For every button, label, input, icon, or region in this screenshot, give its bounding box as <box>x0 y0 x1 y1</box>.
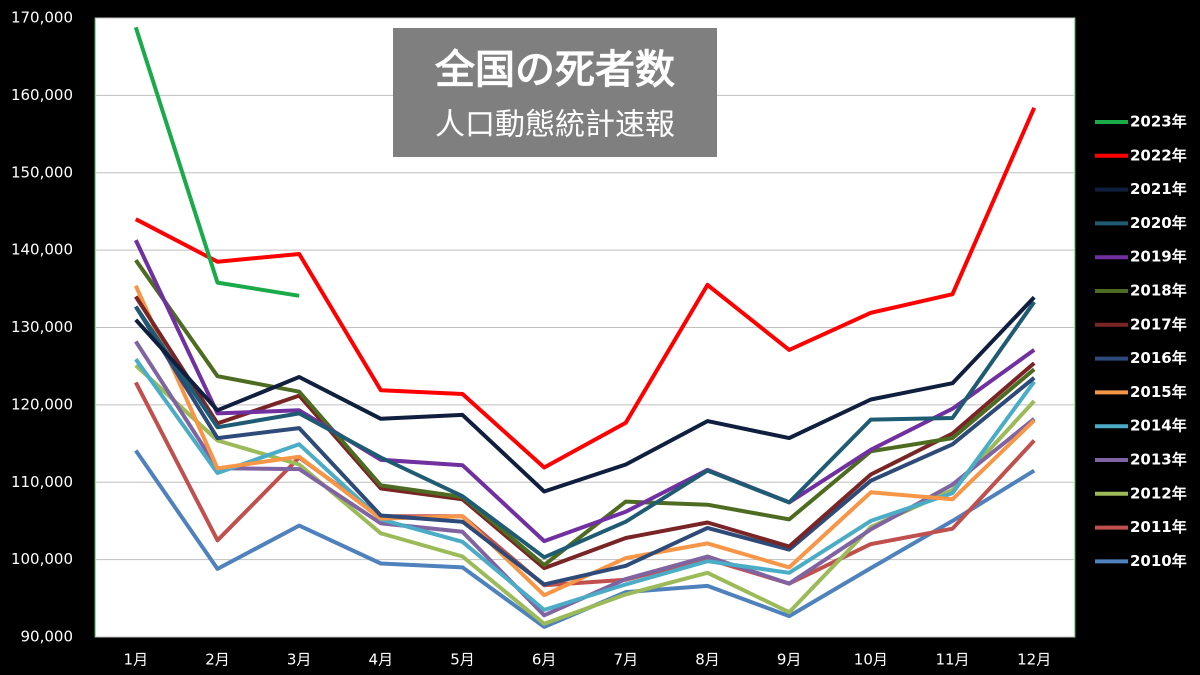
x-tick-label: 11月 <box>935 651 969 669</box>
x-tick-label: 12月 <box>1017 651 1051 669</box>
lines <box>133 26 1037 629</box>
legend-label: 2013年 <box>1130 451 1187 469</box>
legend-label: 2010年 <box>1130 552 1187 570</box>
y-tick-label: 130,000 <box>11 318 73 336</box>
series-line <box>134 295 1036 571</box>
chart-title: 全国の死者数 <box>434 47 675 93</box>
legend-label: 2023年 <box>1130 113 1187 131</box>
series-line <box>134 106 1037 470</box>
y-tick-label: 150,000 <box>11 163 73 181</box>
y-tick-label: 120,000 <box>11 395 73 413</box>
series-line <box>133 239 1036 544</box>
legend-label: 2017年 <box>1130 315 1187 333</box>
y-tick-label: 110,000 <box>11 473 73 491</box>
title-box <box>393 28 717 157</box>
x-tick-label: 7月 <box>614 651 639 669</box>
x-tick-label: 8月 <box>695 651 720 669</box>
legend-label: 2021年 <box>1130 180 1187 198</box>
legend-label: 2014年 <box>1130 417 1187 435</box>
x-tick-label: 2月 <box>205 651 230 669</box>
series-line <box>134 295 1036 494</box>
x-tick-label: 4月 <box>369 651 394 669</box>
x-tick-label: 5月 <box>450 651 475 669</box>
grid <box>95 17 1075 638</box>
legend-label: 2022年 <box>1130 146 1187 164</box>
legend-label: 2016年 <box>1130 349 1187 367</box>
legend-label: 2011年 <box>1130 518 1187 536</box>
x-tick-label: 1月 <box>124 651 149 669</box>
x-tick-label: 3月 <box>287 651 312 669</box>
y-tick-label: 100,000 <box>11 550 73 568</box>
x-tick-label: 6月 <box>532 651 557 669</box>
legend-label: 2018年 <box>1130 282 1187 300</box>
series-line <box>134 305 1036 587</box>
series-line <box>134 358 1036 612</box>
legend-label: 2012年 <box>1130 484 1187 502</box>
series-line <box>133 26 300 298</box>
series-line <box>134 259 1036 567</box>
series-line <box>134 300 1036 560</box>
legend-label: 2020年 <box>1130 214 1187 232</box>
y-tick-label: 90,000 <box>21 628 74 646</box>
y-tick-label: 140,000 <box>11 241 73 259</box>
x-tick-label: 9月 <box>777 651 802 669</box>
y-tick-label: 170,000 <box>11 9 73 27</box>
legend-label: 2019年 <box>1130 248 1187 266</box>
y-tick-label: 160,000 <box>11 86 73 104</box>
legend-label: 2015年 <box>1130 383 1187 401</box>
chart-subtitle: 人口動態統計速報 <box>435 108 675 143</box>
x-tick-label: 10月 <box>854 651 888 669</box>
series-line <box>134 381 1036 588</box>
